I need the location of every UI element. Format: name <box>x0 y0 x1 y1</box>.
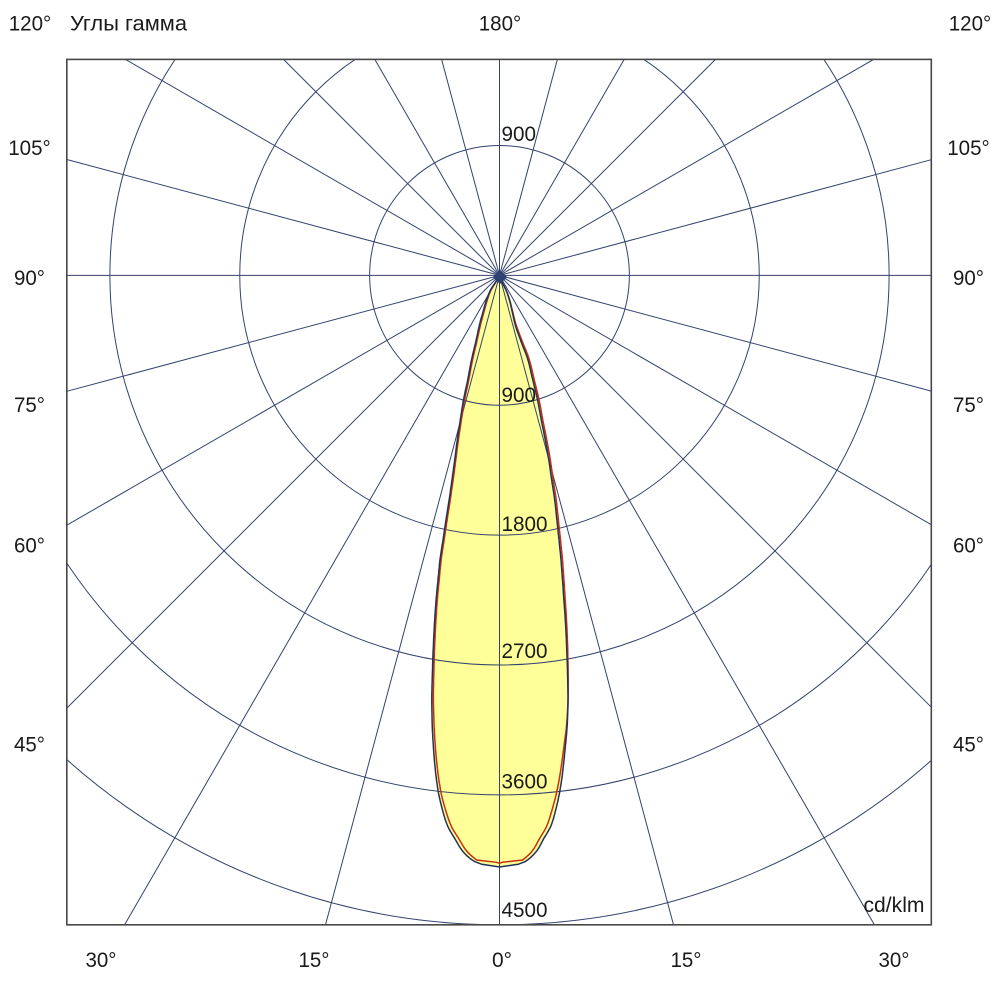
svg-text:105°: 105° <box>8 136 51 160</box>
svg-text:900: 900 <box>502 383 537 407</box>
svg-text:15°: 15° <box>671 948 702 972</box>
svg-text:105°: 105° <box>947 136 990 160</box>
svg-text:2700: 2700 <box>502 639 548 663</box>
svg-text:4500: 4500 <box>502 898 548 922</box>
svg-text:45°: 45° <box>14 733 45 757</box>
svg-text:90°: 90° <box>14 266 45 290</box>
svg-text:0°: 0° <box>492 948 512 972</box>
svg-text:120°: 120° <box>9 12 52 36</box>
svg-text:45°: 45° <box>953 733 984 757</box>
svg-text:3600: 3600 <box>502 770 548 794</box>
svg-text:cd/klm: cd/klm <box>864 893 925 917</box>
svg-text:180°: 180° <box>479 12 522 36</box>
svg-text:60°: 60° <box>14 534 45 558</box>
svg-text:30°: 30° <box>86 948 117 972</box>
svg-text:90°: 90° <box>953 266 984 290</box>
svg-text:75°: 75° <box>953 393 984 417</box>
svg-text:Углы гамма: Углы гамма <box>70 12 187 36</box>
svg-text:15°: 15° <box>299 948 330 972</box>
svg-text:75°: 75° <box>14 393 45 417</box>
svg-text:120°: 120° <box>949 12 992 36</box>
svg-text:60°: 60° <box>953 534 984 558</box>
svg-text:900: 900 <box>502 122 537 146</box>
svg-text:30°: 30° <box>879 948 910 972</box>
svg-text:1800: 1800 <box>502 512 548 536</box>
